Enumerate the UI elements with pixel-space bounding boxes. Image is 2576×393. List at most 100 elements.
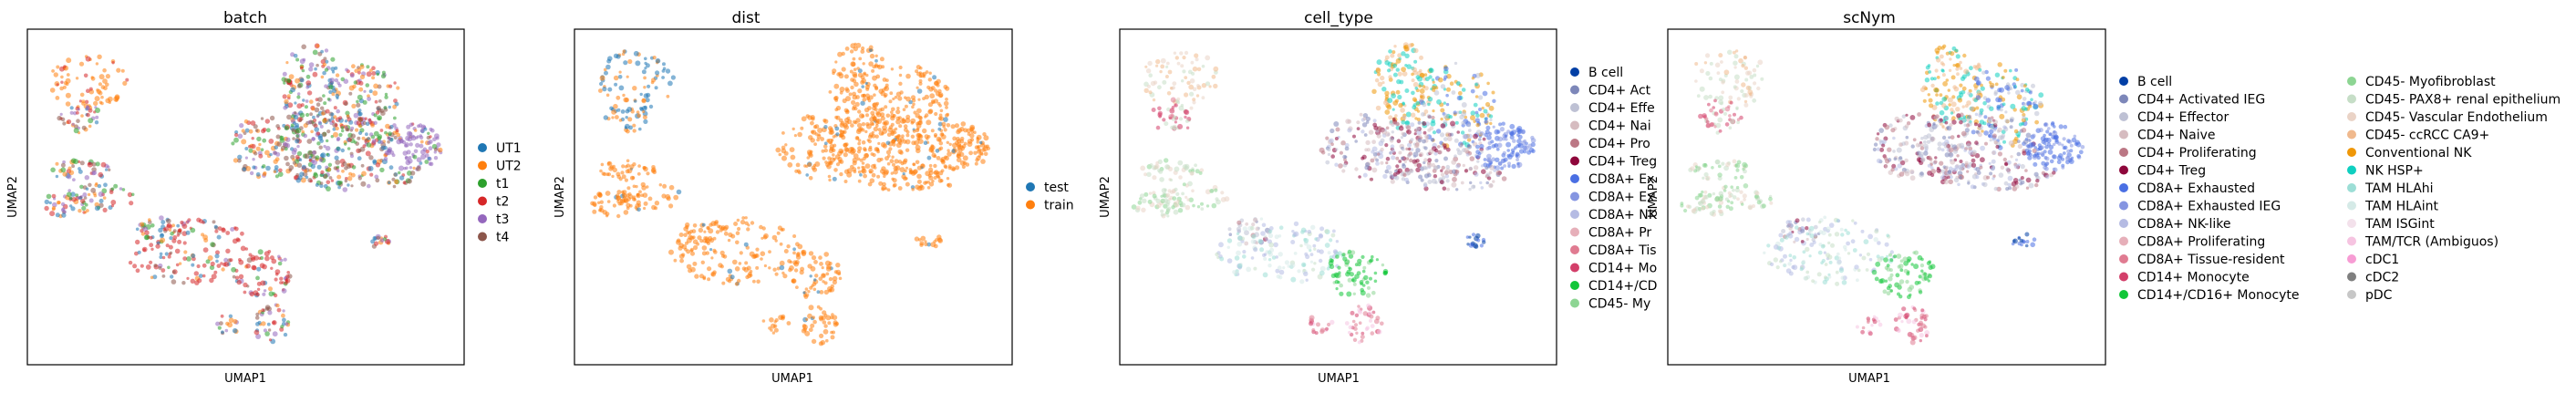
scatter-point [1898, 118, 1903, 123]
scatter-point [1198, 171, 1203, 175]
scatter-point [1789, 258, 1793, 263]
scatter-point [1410, 138, 1414, 142]
scatter-point [347, 176, 353, 181]
scatter-point [316, 102, 321, 107]
scatter-point [1428, 75, 1433, 79]
scatter-point [2024, 137, 2029, 141]
legend-label: CD8A+ Pr [1588, 226, 1651, 241]
scatter-point [814, 124, 820, 129]
scatter-point [1839, 227, 1844, 232]
scatter-point [1303, 238, 1309, 243]
scatter-point [308, 150, 313, 156]
scatter-point [626, 107, 633, 112]
scatter-point [1941, 69, 1945, 73]
scatter-point [305, 112, 310, 118]
scatter-point [863, 173, 867, 179]
scatter-point [1392, 63, 1397, 68]
scatter-point [320, 152, 326, 159]
scatter-point [689, 247, 695, 252]
scatter-point [116, 67, 121, 73]
scatter-point [304, 105, 308, 109]
scatter-point [2054, 140, 2059, 144]
scatter-point [427, 156, 431, 160]
scatter-point [88, 87, 93, 91]
scatter-point [1979, 108, 1984, 113]
scatter-point [1339, 283, 1343, 288]
scatter-point [322, 70, 326, 76]
scatter-point [342, 187, 348, 192]
scatter-point [345, 67, 348, 72]
scatter-point [260, 148, 264, 151]
scatter-point [1497, 136, 1504, 142]
scatter-point [857, 139, 862, 142]
scatter-point [943, 128, 947, 132]
scatter-point [393, 81, 397, 85]
scatter-point [839, 171, 843, 177]
scatter-point [1292, 232, 1298, 237]
scatter-point [804, 330, 811, 336]
scatter-point [643, 206, 647, 211]
scatter-point [1987, 118, 1992, 123]
scatter-point [1982, 121, 1987, 126]
scatter-point [1502, 150, 1506, 155]
scatter-point [868, 95, 874, 100]
scatter-point [98, 100, 103, 105]
scatter-point [893, 169, 898, 175]
scatter-point [181, 223, 188, 230]
scatter-point [98, 171, 103, 178]
scatter-point [661, 76, 665, 79]
scatter-point [1174, 202, 1180, 208]
scatter-point [684, 247, 688, 252]
scatter-point [1347, 277, 1352, 283]
scatter-point [1365, 293, 1371, 298]
scatter-point [622, 190, 627, 195]
scatter-point [127, 191, 133, 198]
scatter-point [626, 159, 630, 163]
scatter-point [1455, 81, 1461, 86]
scatter-point [1195, 169, 1200, 174]
scatter-point [161, 255, 166, 260]
scatter-point [1327, 251, 1331, 255]
scatter-point [1923, 143, 1929, 150]
scatter-point [1479, 143, 1485, 150]
scatter-point [864, 153, 869, 158]
scatter-point [1524, 145, 1529, 151]
scatter-point [350, 133, 357, 139]
scatter-point [295, 128, 302, 134]
scatter-point [1928, 98, 1933, 103]
scatter-point [274, 277, 278, 282]
legend-marker [1570, 174, 1579, 183]
scatter-point [97, 183, 102, 189]
scatter-point [302, 98, 305, 102]
scatter-point [1788, 253, 1793, 258]
scatter-point [940, 169, 945, 173]
scatter-point [708, 228, 714, 234]
scatter-point [874, 58, 878, 63]
scatter-point [842, 130, 845, 134]
scatter-point [650, 80, 655, 85]
scatter-point [786, 321, 791, 326]
scatter-point [618, 177, 623, 181]
scatter-point [1422, 102, 1427, 108]
scatter-point [1935, 124, 1939, 128]
scatter-point [712, 248, 717, 253]
scatter-point [333, 106, 337, 110]
scatter-point [1986, 175, 1991, 180]
scatter-point [2002, 140, 2006, 144]
scatter-point [2020, 88, 2024, 93]
scatter-point [110, 200, 117, 205]
scatter-point [822, 320, 827, 325]
scatter-point [2066, 139, 2071, 143]
scatter-point [1954, 167, 1959, 172]
scatter-point [875, 124, 879, 128]
scatter-point [356, 99, 359, 104]
scatter-point [59, 66, 65, 72]
scatter-point [1385, 131, 1391, 137]
scatter-point [647, 196, 653, 202]
scatter-point [281, 77, 286, 82]
scatter-point [895, 109, 901, 115]
scatter-point [1941, 103, 1947, 109]
scatter-point [1468, 235, 1472, 239]
scatter-point [933, 163, 937, 169]
scatter-point [1158, 115, 1162, 119]
